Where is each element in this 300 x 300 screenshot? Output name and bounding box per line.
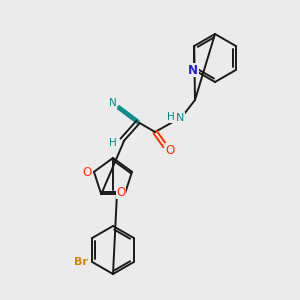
Text: N: N <box>176 113 184 123</box>
Text: H: H <box>109 138 117 148</box>
Text: O: O <box>165 143 175 157</box>
Text: O: O <box>116 185 126 199</box>
Text: Br: Br <box>74 257 88 267</box>
Text: N: N <box>188 64 198 76</box>
Text: H: H <box>167 112 175 122</box>
Text: N: N <box>109 98 117 108</box>
Text: O: O <box>82 166 91 179</box>
